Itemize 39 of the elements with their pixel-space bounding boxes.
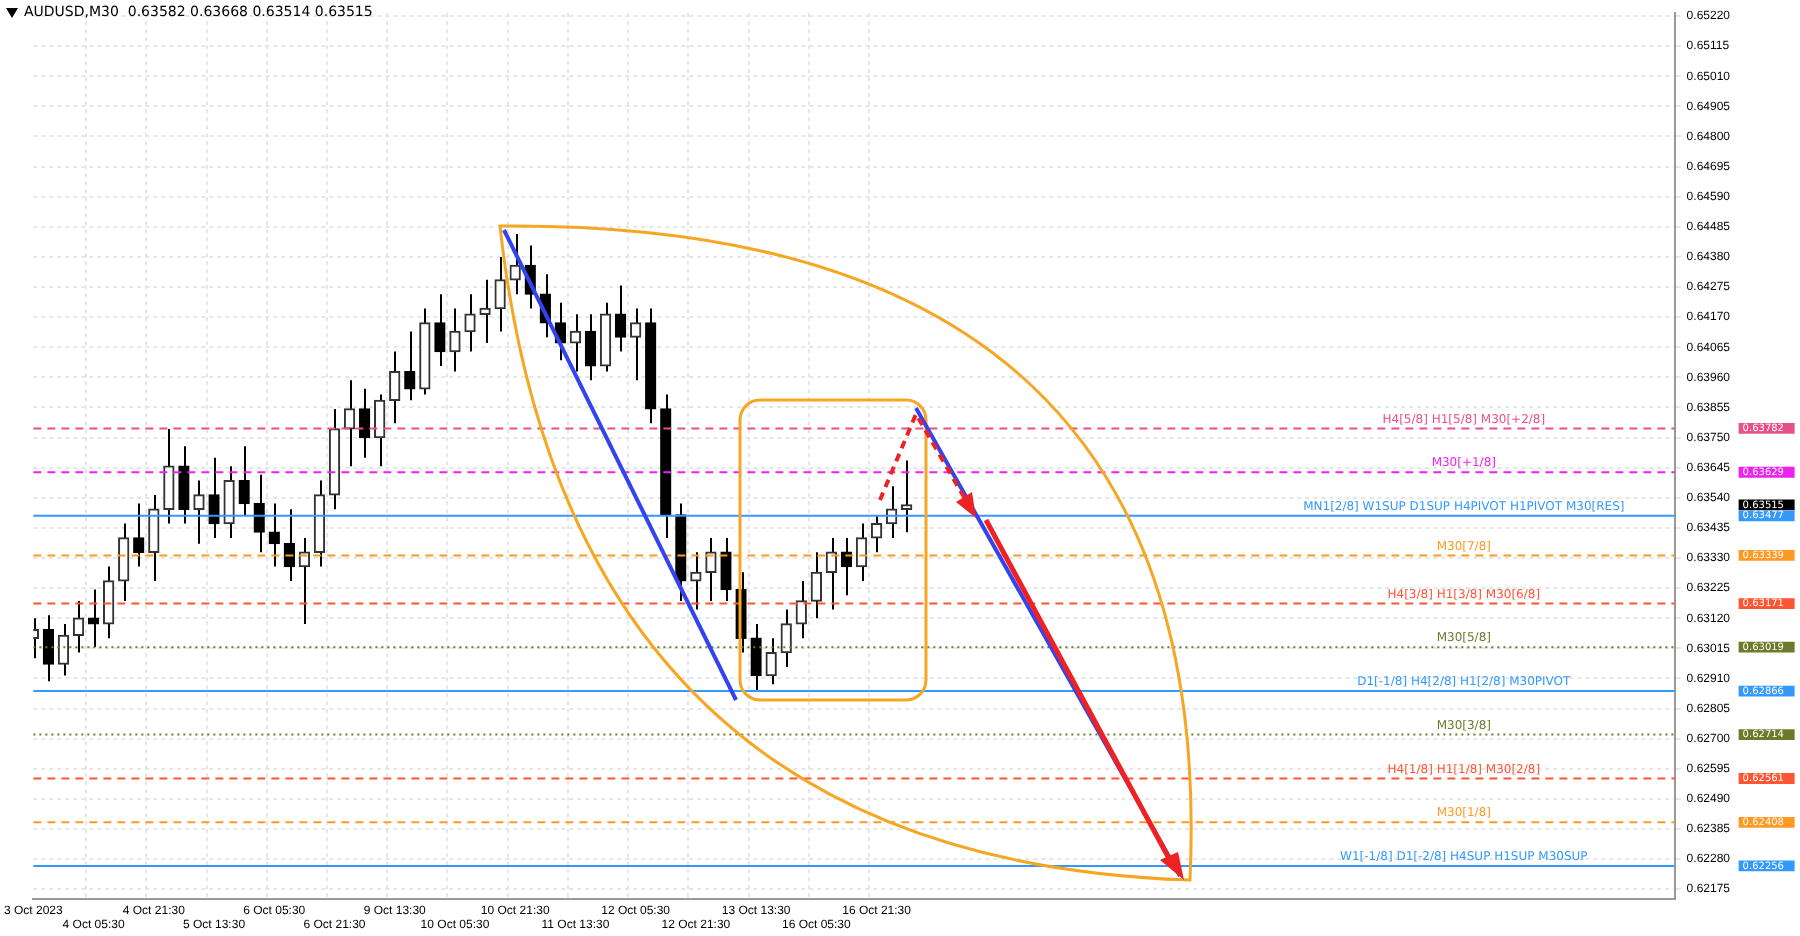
candlestick bbox=[223, 465, 235, 539]
candlestick bbox=[208, 456, 220, 539]
candlestick bbox=[705, 536, 717, 602]
candlestick bbox=[810, 551, 822, 620]
candlestick bbox=[629, 307, 642, 382]
candlestick bbox=[795, 579, 807, 640]
candlestick bbox=[163, 427, 175, 525]
candlestick bbox=[464, 293, 476, 353]
candlestick bbox=[374, 393, 386, 468]
candlestick bbox=[690, 551, 702, 611]
candlestick bbox=[57, 622, 70, 677]
candlestick bbox=[389, 350, 401, 425]
candlestick bbox=[750, 622, 762, 691]
candlestick bbox=[509, 232, 521, 296]
candlestick bbox=[343, 379, 356, 468]
candlestick bbox=[494, 255, 506, 333]
candlestick bbox=[614, 284, 627, 353]
candlestick bbox=[780, 608, 792, 668]
candlestick bbox=[404, 330, 416, 402]
candlestick bbox=[720, 536, 732, 602]
candlestick bbox=[133, 502, 145, 568]
candlestick bbox=[870, 513, 883, 554]
candlestick bbox=[358, 387, 371, 459]
candlestick bbox=[178, 445, 190, 525]
candlestick bbox=[434, 293, 446, 367]
candlestick bbox=[765, 637, 777, 686]
candlestick bbox=[569, 313, 582, 373]
candlestick bbox=[238, 445, 250, 516]
candlestick bbox=[102, 565, 115, 640]
candlestick bbox=[479, 278, 491, 344]
candlestick bbox=[148, 493, 160, 582]
candlestick bbox=[901, 459, 913, 534]
candlestick bbox=[87, 588, 100, 648]
candlestick bbox=[584, 313, 597, 382]
candlestick bbox=[72, 600, 85, 654]
candlestick bbox=[449, 307, 461, 373]
candlestick bbox=[118, 522, 130, 602]
candlestick bbox=[193, 479, 205, 545]
candlestick bbox=[42, 614, 55, 683]
